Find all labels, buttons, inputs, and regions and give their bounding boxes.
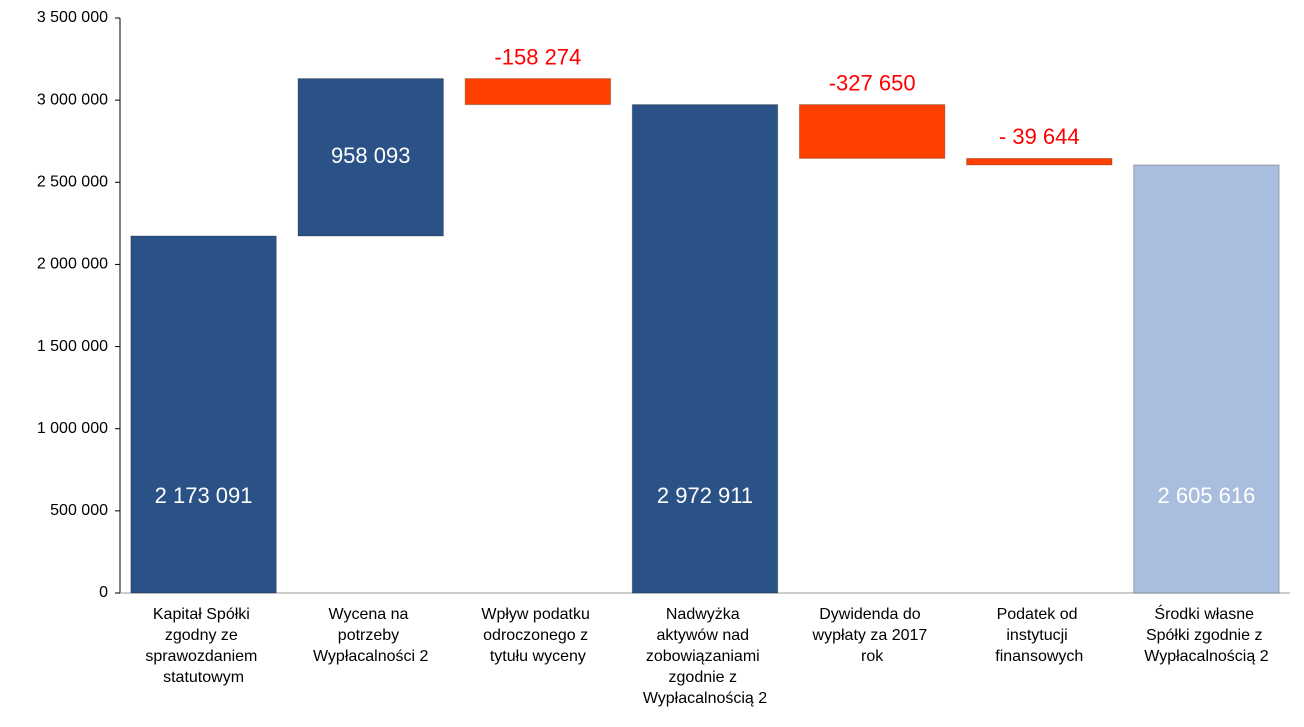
x-tick-label: Wpływ podatku odroczonego z tytułu wycen… bbox=[481, 606, 594, 665]
bar bbox=[130, 235, 277, 594]
y-tick-label: 3 500 000 bbox=[37, 9, 108, 26]
x-tick-label: Nadwyżka aktywów nad zobowiązaniami zgod… bbox=[643, 606, 767, 707]
y-tick-label: 3 000 000 bbox=[37, 91, 108, 108]
x-tick-label: Środki własne Spółki zgodnie z Wypłacaln… bbox=[1144, 604, 1268, 665]
bar bbox=[631, 104, 779, 594]
value-label: -158 274 bbox=[494, 44, 581, 69]
value-label: - 39 644 bbox=[999, 124, 1080, 149]
x-tick-label: Podatek od instytucji finansowych bbox=[995, 606, 1083, 665]
value-label: 2 605 616 bbox=[1157, 483, 1255, 508]
y-tick-label: 500 000 bbox=[50, 502, 108, 519]
x-tick-label: Kapitał Spółki zgodny ze sprawozdaniem s… bbox=[145, 606, 262, 686]
bar bbox=[297, 78, 444, 237]
value-label: 2 173 091 bbox=[155, 483, 253, 508]
bar bbox=[798, 104, 946, 159]
y-tick-label: 1 000 000 bbox=[37, 420, 108, 437]
y-tick-label: 2 000 000 bbox=[37, 256, 108, 273]
value-label: -327 650 bbox=[829, 70, 916, 95]
bar bbox=[464, 78, 612, 106]
bar bbox=[1133, 164, 1280, 594]
value-label: 2 972 911 bbox=[657, 483, 753, 508]
x-tick-label: Dywidenda do wypłaty za 2017 rok bbox=[812, 606, 932, 665]
y-tick-label: 1 500 000 bbox=[37, 338, 108, 355]
y-tick-label: 0 bbox=[99, 584, 108, 601]
x-tick-label: Wycena na potrzeby Wypłacalności 2 bbox=[313, 606, 429, 665]
y-tick-label: 2 500 000 bbox=[37, 174, 108, 191]
bar bbox=[966, 157, 1113, 166]
value-label: 958 093 bbox=[331, 143, 411, 168]
